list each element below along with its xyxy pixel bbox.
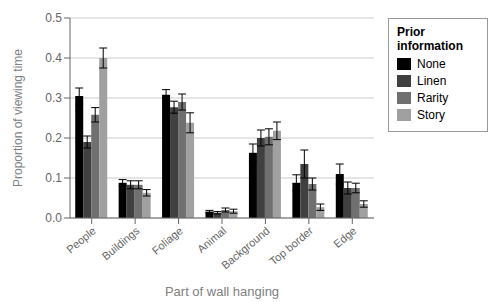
- html-text:Story: Story: [417, 108, 445, 122]
- html-text:Rarity: Rarity: [417, 91, 449, 105]
- svg-text:Buildings: Buildings: [100, 224, 142, 262]
- svg-text:Edge: Edge: [331, 224, 358, 250]
- svg-text:0.3: 0.3: [45, 91, 62, 105]
- html-text:Linen: Linen: [417, 74, 447, 88]
- svg-text:Top border: Top border: [267, 224, 315, 267]
- svg-text:People: People: [64, 224, 98, 255]
- svg-text:Part of wall hanging: Part of wall hanging: [165, 284, 279, 299]
- svg-text:0.0: 0.0: [45, 211, 62, 225]
- svg-text:Animal: Animal: [195, 224, 228, 255]
- svg-text:0.2: 0.2: [45, 131, 62, 145]
- html-text:information: information: [397, 39, 463, 53]
- html-text:Prior: Prior: [397, 25, 425, 39]
- svg-text:Proportion of viewing time: Proportion of viewing time: [11, 49, 25, 187]
- svg-text:0.4: 0.4: [45, 51, 62, 65]
- svg-text:Foliage: Foliage: [150, 224, 185, 256]
- svg-text:0.1: 0.1: [45, 171, 62, 185]
- svg-text:Background: Background: [219, 224, 272, 271]
- html-text:None: None: [417, 57, 446, 71]
- svg-text:0.5: 0.5: [45, 11, 62, 25]
